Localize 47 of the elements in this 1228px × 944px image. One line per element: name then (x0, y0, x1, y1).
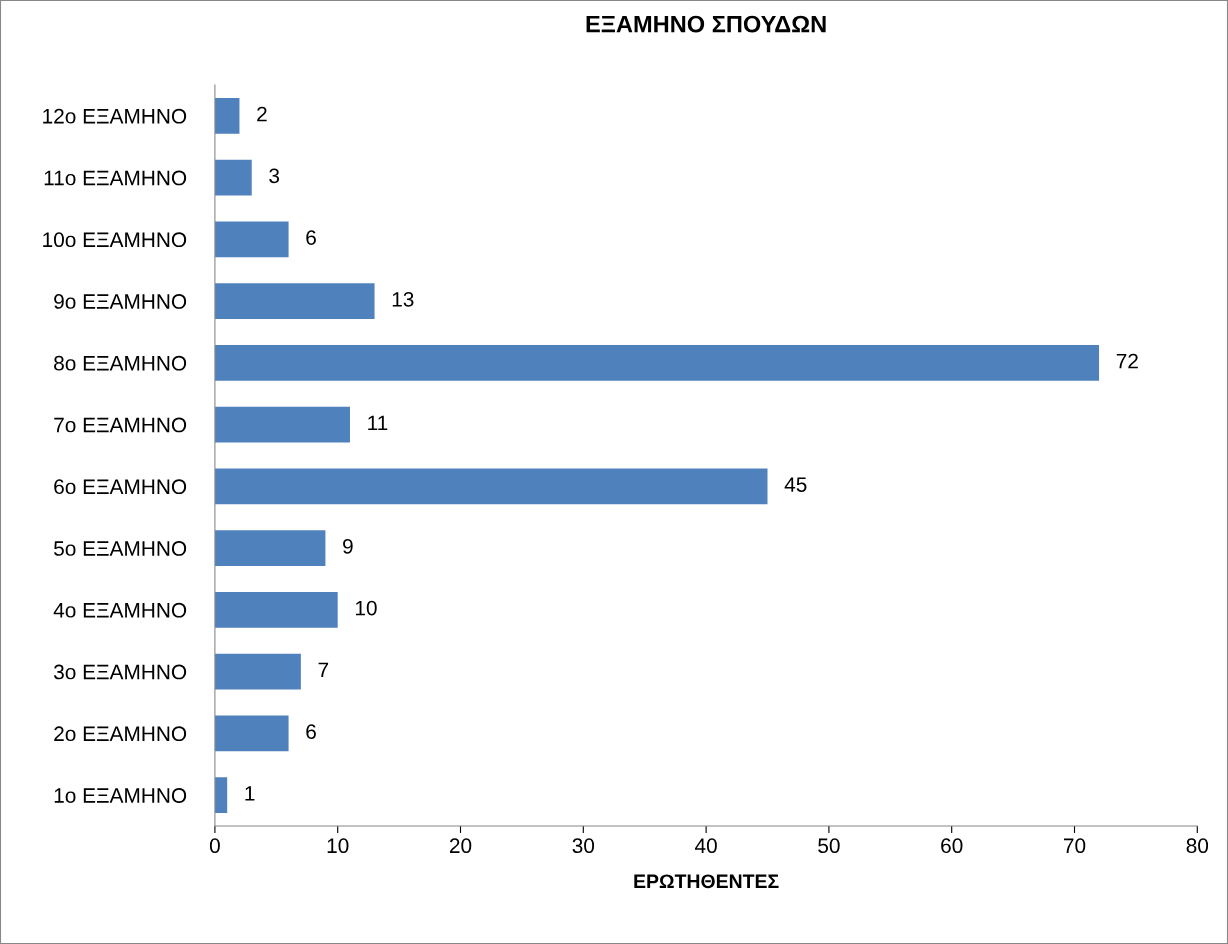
x-tick-label: 10 (327, 838, 349, 854)
x-tick-label: 20 (449, 838, 472, 854)
y-tick-label: 12ο ΕΞΑΜΗΝΟ (43, 108, 187, 124)
y-tick-label: 2ο ΕΞΑΜΗΝΟ (54, 726, 187, 742)
data-label: 1 (245, 786, 255, 801)
data-label: 2 (257, 106, 267, 122)
bar (214, 653, 301, 690)
data-label: 11 (368, 415, 388, 430)
x-tick-label: 70 (1063, 838, 1086, 854)
bar (214, 406, 350, 443)
bar (214, 344, 1100, 381)
y-tick-label: 4ο ΕΞΑΜΗΝΟ (53, 602, 187, 618)
x-tick-label: 30 (572, 838, 595, 854)
y-tick-label: 11ο ΕΞΑΜΗΝΟ (44, 170, 187, 186)
data-label: 45 (784, 477, 807, 492)
data-label: 9 (343, 538, 353, 554)
bar (214, 159, 252, 196)
x-tick-label: 40 (694, 838, 717, 854)
bar (214, 530, 326, 567)
bar (214, 715, 289, 752)
x-tick-label: 0 (209, 838, 220, 854)
data-label: 72 (1116, 353, 1138, 369)
y-tick-label: 7ο ΕΞΑΜΗΝΟ (54, 417, 187, 433)
y-tick-label: 10ο ΕΞΑΜΗΝΟ (43, 232, 187, 248)
y-tick-label: 1ο ΕΞΑΜΗΝΟ (54, 788, 187, 803)
data-label: 3 (269, 168, 280, 184)
x-tick-label: 50 (818, 838, 840, 854)
bar (214, 97, 240, 134)
y-tick-label: 5ο ΕΞΑΜΗΝΟ (54, 541, 187, 556)
x-axis-title: ΕΡΩΤΗΘΕΝΤΕΣ (634, 874, 779, 889)
chart-title: ΕΞΑΜΗΝΟ ΣΠΟΥΔΩΝ (586, 15, 826, 33)
data-label: 6 (306, 230, 316, 245)
data-label: 6 (306, 724, 316, 739)
bar (214, 283, 375, 320)
data-label: 7 (318, 662, 329, 677)
x-tick-label: 80 (1186, 838, 1209, 854)
data-label: 10 (355, 600, 377, 616)
y-tick-label: 9ο ΕΞΑΜΗΝΟ (54, 294, 187, 309)
bar (214, 221, 289, 258)
bar (214, 591, 338, 628)
y-tick-label: 6ο ΕΞΑΜΗΝΟ (54, 479, 187, 495)
bar (214, 468, 768, 505)
y-tick-label: 8ο ΕΞΑΜΗΝΟ (54, 355, 187, 371)
x-tick-label: 60 (941, 838, 963, 854)
data-label: 13 (392, 291, 414, 307)
y-tick-label: 3ο ΕΞΑΜΗΝΟ (53, 664, 187, 680)
bar (214, 777, 228, 814)
